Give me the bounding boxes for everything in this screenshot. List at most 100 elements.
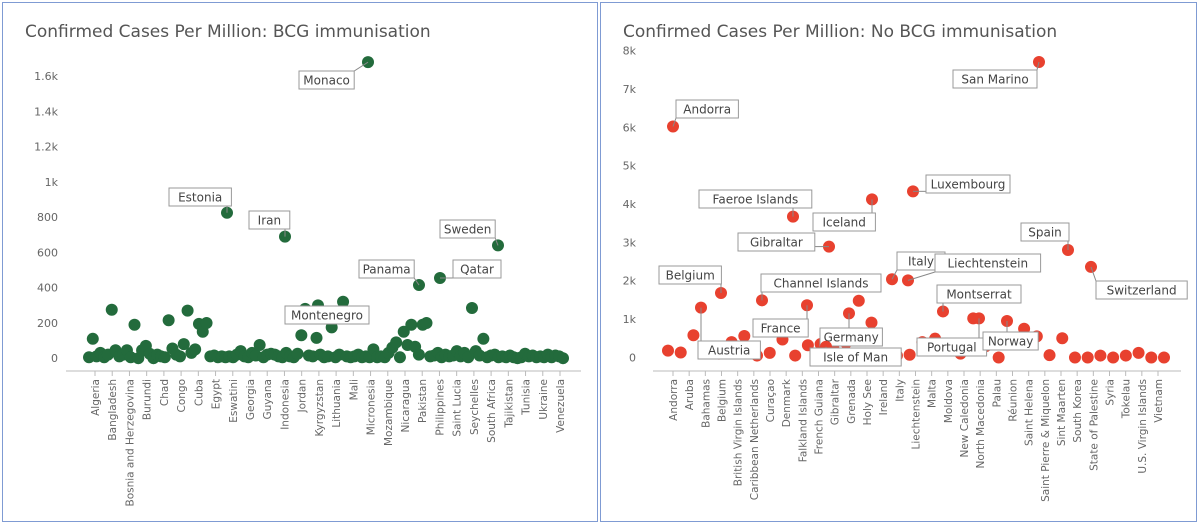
- data-point: [295, 329, 308, 342]
- point-label: France: [761, 322, 801, 336]
- x-tick-label: Eswatini: [228, 379, 240, 423]
- label-leader-line: [907, 271, 936, 281]
- data-point: [310, 331, 323, 344]
- x-tick-label: Cuba: [193, 379, 205, 406]
- x-tick-label: Belgium: [717, 379, 729, 422]
- x-tick-label: Ireland: [878, 379, 890, 415]
- point-label: Iceland: [822, 216, 865, 230]
- x-tick-label: Tunisia: [521, 379, 533, 416]
- y-tick-label: 200: [37, 317, 58, 330]
- point-label: Faeroe Islands: [713, 193, 799, 207]
- point-label: Montenegro: [291, 309, 363, 323]
- data-point: [105, 303, 118, 316]
- data-point: [393, 351, 406, 364]
- y-tick-label: 600: [37, 246, 58, 259]
- point-label-box: [658, 265, 722, 285]
- x-tick-label: Seychelles: [469, 379, 481, 435]
- chart-panel-bcg: Confirmed Cases Per Million: BCG immunis…: [2, 2, 598, 522]
- x-tick-label: Ukraine: [538, 379, 550, 420]
- data-point: [1081, 351, 1094, 364]
- data-point: [477, 332, 490, 345]
- data-point: [1119, 349, 1132, 362]
- y-tick-label: 1.2k: [34, 141, 58, 154]
- data-point: [1132, 346, 1145, 359]
- label-leader-line: [494, 237, 499, 246]
- data-point: [865, 316, 878, 329]
- data-point: [992, 351, 1005, 364]
- x-tick-label: Saint Lucia: [452, 379, 464, 437]
- point-label-box: [925, 174, 1011, 194]
- label-leader-line: [1090, 266, 1097, 282]
- data-point: [412, 348, 425, 361]
- x-tick-label: Burundi: [142, 379, 154, 420]
- data-point: [420, 316, 433, 329]
- x-tick-label: Curaçao: [765, 379, 777, 422]
- x-tick-label: Pakistan: [417, 379, 429, 423]
- point-label-box: [452, 259, 502, 279]
- data-point: [86, 332, 99, 345]
- x-tick-label: Palau: [991, 379, 1003, 407]
- y-tick-label: 8k: [623, 45, 637, 58]
- x-tick-label: U.S. Virgin Islands: [1137, 379, 1149, 474]
- point-label-box: [248, 210, 291, 230]
- point-label-box: [737, 232, 816, 252]
- data-point: [903, 348, 916, 361]
- x-tick-label: Saint Pierre & Miquelon: [1040, 379, 1052, 502]
- data-point: [174, 350, 187, 363]
- data-point: [687, 329, 700, 342]
- point-label-box: [982, 331, 1039, 351]
- x-tick-label: Philippines: [434, 379, 446, 436]
- point-label-box: [936, 284, 1022, 304]
- x-tick-label: Andorra: [668, 379, 680, 421]
- y-tick-label: 7k: [623, 83, 637, 96]
- y-tick-label: 1k: [623, 313, 637, 326]
- x-tick-label: Sint Maarten: [1056, 379, 1068, 446]
- y-tick-label: 800: [37, 211, 58, 224]
- y-tick-label: 0: [51, 352, 58, 365]
- point-label: Portugal: [927, 341, 977, 355]
- data-point: [253, 338, 266, 351]
- point-label: Norway: [988, 335, 1034, 349]
- point-label-box: [812, 212, 876, 232]
- point-label-box: [168, 187, 232, 207]
- data-point: [852, 294, 865, 307]
- x-tick-label: Mozambique: [383, 379, 395, 446]
- point-label-box: [697, 340, 761, 360]
- point-label-box: [934, 253, 1042, 273]
- data-point: [789, 349, 802, 362]
- data-point: [337, 295, 350, 308]
- data-point: [200, 316, 213, 329]
- chart-title: Confirmed Cases Per Million: No BCG immu…: [623, 22, 1058, 42]
- data-point: [177, 338, 190, 351]
- data-point: [158, 351, 171, 364]
- point-label-box: [298, 70, 355, 90]
- data-point: [1043, 349, 1056, 362]
- label-leader-line: [672, 117, 677, 127]
- x-tick-label: State of Palestine: [1088, 379, 1100, 471]
- point-label-box: [284, 305, 370, 325]
- x-tick-label: Tokelau: [1121, 379, 1133, 419]
- data-point: [763, 346, 776, 359]
- data-point: [1158, 351, 1170, 364]
- data-point: [1145, 351, 1158, 364]
- point-label: Spain: [1028, 226, 1062, 240]
- x-tick-label: Congo: [176, 379, 188, 413]
- data-point: [465, 301, 478, 314]
- y-tick-label: 400: [37, 282, 58, 295]
- x-tick-label: New Caledonia: [959, 379, 971, 457]
- point-label-box: [819, 327, 883, 347]
- x-tick-label: Caribbean Netherlands: [749, 379, 761, 500]
- data-point: [128, 318, 141, 331]
- data-point: [662, 344, 674, 357]
- x-tick-label: Indonesia: [279, 379, 291, 430]
- point-label: Gibraltar: [750, 236, 803, 250]
- x-tick-label: Liechtenstein: [911, 379, 923, 450]
- scatter-plot-bcg: 0 200 400 600 800 1k 1.2k 1.4k 1.6k Algeria Bangla…: [34, 56, 581, 507]
- x-tick-label: South Africa: [486, 379, 498, 443]
- point-label: Luxembourg: [931, 178, 1006, 192]
- point-label: Estonia: [178, 191, 222, 205]
- x-tick-label: Vietnam: [1153, 379, 1165, 423]
- x-tick-label: Bangladesh: [107, 379, 119, 441]
- x-tick-label: Lithuania: [331, 379, 343, 428]
- x-tick-label: Nicaragua: [400, 379, 412, 432]
